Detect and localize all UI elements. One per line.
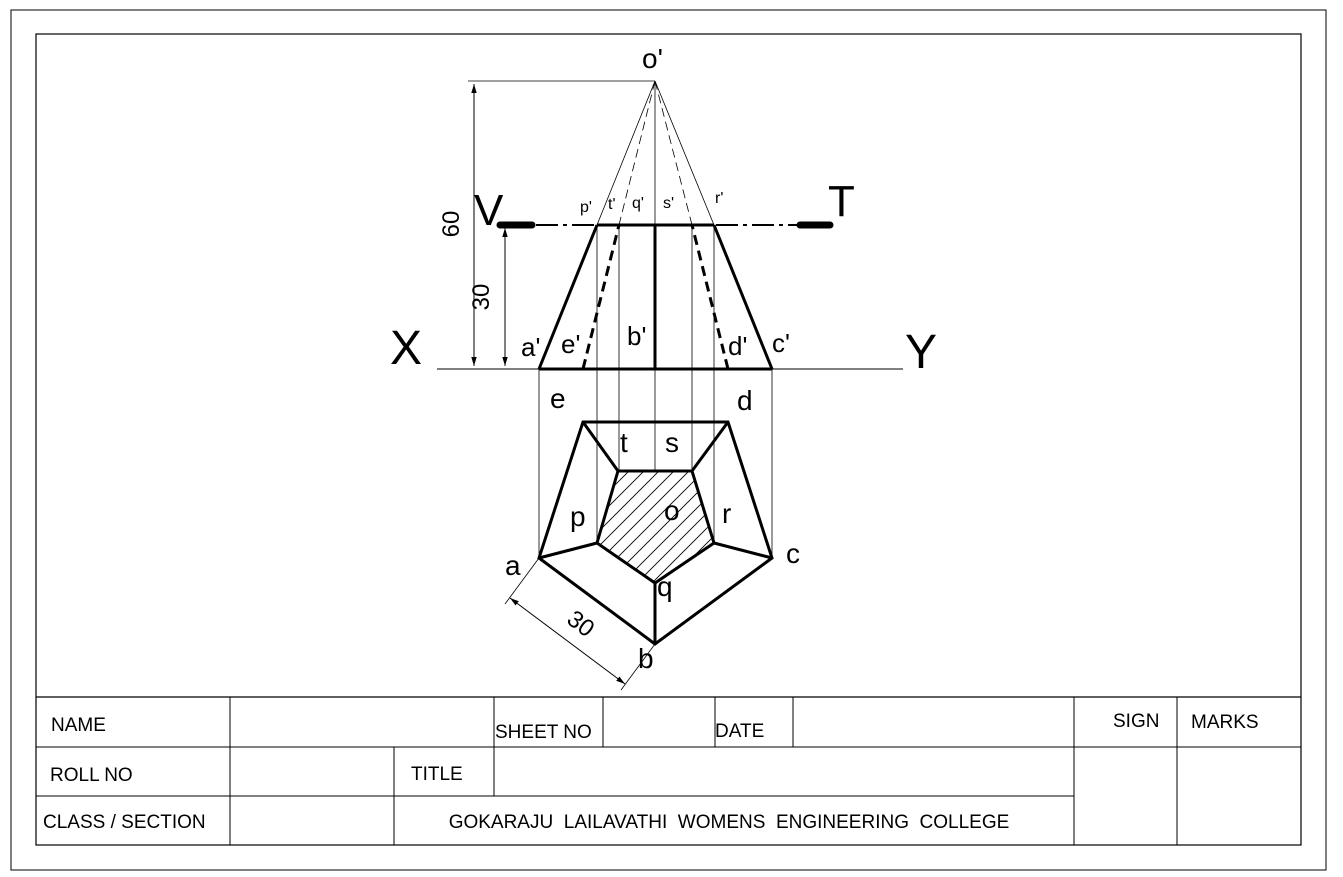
label-q: q bbox=[657, 571, 673, 602]
top-view bbox=[537, 420, 774, 646]
generator-line-oe bbox=[618, 80, 656, 226]
label-t: t bbox=[620, 427, 628, 458]
point-labels: o' V T X Y a' e' b' d' c' p' t' q' s' r'… bbox=[390, 43, 937, 674]
label-y: Y bbox=[905, 326, 937, 379]
label-b-prime: b' bbox=[627, 321, 646, 351]
label-apex: o' bbox=[642, 43, 663, 74]
label-o: o bbox=[664, 495, 680, 526]
name-label: NAME bbox=[51, 715, 106, 736]
projector-lines bbox=[538, 225, 773, 558]
label-x: X bbox=[390, 322, 422, 375]
dim-height-text: 60 bbox=[438, 211, 465, 238]
label-a-prime: a' bbox=[521, 332, 540, 362]
frustum-hidden-edge-d bbox=[690, 224, 730, 370]
frustum-right-edge bbox=[712, 224, 774, 370]
date-label: DATE bbox=[715, 721, 764, 742]
outer-sheet-border bbox=[10, 9, 1327, 871]
label-p-prime: p' bbox=[580, 199, 592, 216]
lateral-edge-d bbox=[690, 421, 730, 472]
label-d-prime: d' bbox=[728, 331, 747, 361]
dimension-line-base-edge bbox=[509, 597, 626, 685]
college-name: GOKARAJU LAILAVATHI WOMENS ENGINEERING C… bbox=[449, 812, 1010, 833]
lateral-edge-a bbox=[538, 541, 598, 560]
frustum-left-edge bbox=[537, 224, 599, 370]
marks-label: MARKS bbox=[1191, 712, 1259, 733]
generator-line-od bbox=[654, 80, 693, 226]
label-b: b bbox=[638, 643, 654, 674]
label-t: T bbox=[828, 177, 855, 226]
sign-label: SIGN bbox=[1113, 711, 1159, 732]
label-p: p bbox=[570, 501, 586, 532]
generator-line-oa bbox=[596, 80, 656, 226]
label-s-prime: s' bbox=[663, 195, 674, 212]
base-pentagon bbox=[537, 420, 774, 646]
title-label: TITLE bbox=[411, 764, 463, 785]
roll-no-label: ROLL NO bbox=[50, 765, 133, 786]
label-e: e bbox=[550, 383, 566, 414]
inner-drawing-border bbox=[35, 33, 1302, 846]
section-pentagon bbox=[595, 469, 716, 585]
label-e-prime: e' bbox=[561, 329, 580, 359]
dim-base-edge-text: 30 bbox=[562, 605, 600, 643]
label-t-prime: t' bbox=[608, 196, 616, 213]
label-d: d bbox=[737, 385, 753, 416]
lateral-edge-e bbox=[581, 421, 620, 472]
label-c-prime: c' bbox=[772, 328, 790, 358]
label-a: a bbox=[505, 550, 521, 581]
sheet-no-label: SHEET NO bbox=[495, 722, 592, 743]
dim-section-height-text: 30 bbox=[468, 284, 495, 311]
title-block: NAME SHEET NO DATE SIGN MARKS ROLL NO TI… bbox=[36, 696, 1301, 845]
frustum-hidden-edge-e bbox=[581, 224, 621, 370]
generator-line-oc bbox=[654, 80, 715, 226]
label-r: r bbox=[722, 498, 731, 529]
lateral-edge-c bbox=[713, 541, 773, 560]
label-v: V bbox=[474, 186, 504, 235]
label-s: s bbox=[665, 427, 679, 458]
label-r-prime: r' bbox=[715, 190, 723, 207]
class-section-label: CLASS / SECTION bbox=[43, 812, 206, 833]
dimensions: 60 30 30 bbox=[438, 80, 656, 691]
label-c: c bbox=[786, 538, 800, 569]
label-q-prime: q' bbox=[632, 195, 644, 212]
